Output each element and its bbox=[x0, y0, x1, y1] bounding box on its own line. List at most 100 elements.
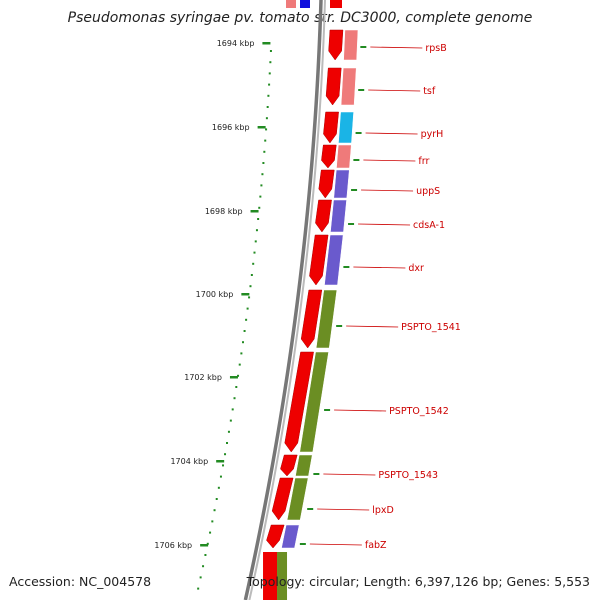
gene-label-pyrh[interactable]: pyrH bbox=[421, 129, 444, 140]
gene-arrow[interactable] bbox=[284, 351, 314, 453]
ruler-dot bbox=[199, 576, 202, 579]
gene-label-lpxd[interactable]: lpxD bbox=[372, 505, 394, 516]
gene-arrow[interactable] bbox=[323, 111, 339, 144]
gene-tick bbox=[299, 543, 306, 545]
gene-leader-line bbox=[365, 132, 418, 135]
ruler-dot bbox=[222, 464, 225, 467]
accession-text: Accession: NC_004578 bbox=[9, 574, 152, 589]
gene-leader-line bbox=[317, 508, 370, 511]
gene-tick bbox=[358, 89, 365, 91]
gene-tick bbox=[313, 473, 320, 475]
kbp-tick bbox=[216, 460, 225, 463]
kbp-label: 1694 kbp bbox=[217, 39, 255, 48]
kbp-ruler: 1694 kbp 1696 kbp 1698 kbp 1700 kbp 1702 kbp… bbox=[154, 39, 272, 590]
gene-arrow[interactable] bbox=[315, 199, 332, 233]
ruler-dot bbox=[237, 374, 240, 377]
gene-arrow[interactable] bbox=[318, 169, 335, 199]
kbp-label: 1704 kbp bbox=[170, 457, 208, 466]
ruler-dot bbox=[211, 520, 214, 523]
kbp-tick bbox=[241, 293, 250, 296]
backbone-line bbox=[243, 0, 323, 600]
cog-block bbox=[343, 29, 359, 61]
gene-arrow[interactable] bbox=[328, 29, 344, 61]
gene-leader-line bbox=[334, 409, 387, 412]
ruler-dot bbox=[258, 206, 261, 209]
gene-tick bbox=[355, 132, 362, 134]
ruler-dot bbox=[213, 509, 216, 512]
kbp-tick bbox=[200, 544, 209, 547]
ruler-dot bbox=[241, 341, 244, 344]
ruler-dot bbox=[253, 251, 256, 254]
ruler-dot bbox=[206, 542, 209, 545]
ruler-dot bbox=[265, 117, 268, 120]
gene-arrow[interactable] bbox=[271, 477, 294, 521]
gene-arrow[interactable] bbox=[309, 234, 329, 286]
gene-tick bbox=[353, 159, 360, 161]
ruler-dot bbox=[240, 352, 243, 355]
gene-tick bbox=[324, 409, 331, 411]
ruler-dot bbox=[264, 139, 267, 142]
ruler-dot bbox=[262, 162, 265, 164]
ruler-dot bbox=[235, 386, 238, 388]
ruler-dot bbox=[219, 475, 222, 478]
cog-fragment bbox=[286, 0, 296, 8]
gene-label-tsf[interactable]: tsf bbox=[423, 86, 436, 97]
gene-label-fabz[interactable]: fabZ bbox=[365, 540, 387, 551]
ruler-dot bbox=[254, 240, 257, 243]
cog-block bbox=[286, 477, 309, 521]
cog-block bbox=[299, 351, 329, 453]
gene-label-pspto_1541[interactable]: PSPTO_1541 bbox=[401, 322, 461, 333]
cog-fragment bbox=[277, 552, 288, 600]
gene-arrows[interactable] bbox=[263, 0, 344, 600]
ruler-dot bbox=[243, 330, 246, 332]
gene-tick bbox=[336, 325, 343, 327]
gene-label-upps[interactable]: uppS bbox=[416, 186, 440, 197]
cog-fragment bbox=[300, 0, 310, 8]
ruler-dot bbox=[197, 587, 200, 590]
ruler-dot bbox=[248, 296, 251, 299]
ruler-dot bbox=[252, 262, 255, 265]
ruler-dot bbox=[246, 307, 249, 310]
gene-arrow-fragment bbox=[330, 0, 342, 8]
ruler-dot bbox=[259, 195, 262, 198]
ruler-dot bbox=[265, 128, 268, 131]
gene-arrow[interactable] bbox=[321, 144, 337, 169]
cog-block bbox=[340, 67, 357, 106]
ruler-dot bbox=[268, 83, 271, 86]
kbp-label: 1702 kbp bbox=[184, 373, 222, 382]
gene-arrow[interactable] bbox=[266, 524, 285, 549]
gene-leader-line bbox=[346, 325, 399, 328]
gene-label-rpsb[interactable]: rpsB bbox=[425, 43, 446, 54]
gene-label-pspto_1542[interactable]: PSPTO_1542 bbox=[389, 406, 449, 417]
ruler-dot bbox=[209, 531, 212, 534]
ruler-dot bbox=[257, 218, 260, 220]
ruler-dot bbox=[267, 94, 270, 97]
kbp-label: 1706 kbp bbox=[154, 541, 192, 550]
ruler-dot bbox=[233, 397, 236, 400]
cog-block bbox=[295, 454, 313, 477]
gene-arrow[interactable] bbox=[325, 67, 342, 106]
gene-label-pspto_1543[interactable]: PSPTO_1543 bbox=[378, 470, 438, 481]
ruler-dot bbox=[255, 229, 258, 232]
gene-label-frr[interactable]: frr bbox=[418, 156, 429, 167]
gene-label-dxr[interactable]: dxr bbox=[408, 263, 424, 274]
gene-arrow-fragment bbox=[263, 552, 278, 600]
gene-label-cdsa-1[interactable]: cdsA-1 bbox=[413, 220, 445, 231]
gene-tick bbox=[351, 189, 358, 191]
kbp-tick bbox=[250, 210, 259, 213]
gene-labels[interactable]: rpsB tsf pyrH frr uppS cdsA-1 dxr PSPTO_1541 PSP… bbox=[309, 43, 461, 551]
kbp-label: 1700 kbp bbox=[196, 290, 234, 299]
gene-leader-line bbox=[353, 266, 406, 269]
ruler-dot bbox=[249, 285, 252, 288]
cog-block bbox=[315, 289, 338, 349]
gene-arrow[interactable] bbox=[280, 454, 298, 477]
gene-leader-line bbox=[358, 223, 411, 226]
ruler-dot bbox=[266, 106, 269, 108]
gene-tick bbox=[348, 223, 355, 225]
kbp-tick bbox=[257, 126, 266, 129]
cog-block bbox=[330, 199, 347, 233]
kbp-label: 1696 kbp bbox=[212, 123, 250, 132]
gene-arrow[interactable] bbox=[300, 289, 323, 349]
kbp-tick bbox=[229, 376, 238, 379]
